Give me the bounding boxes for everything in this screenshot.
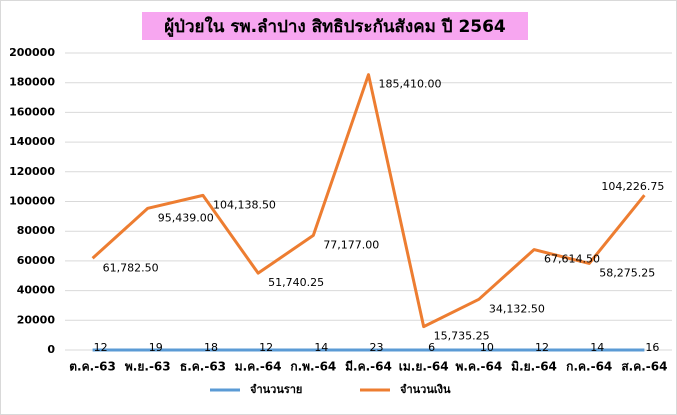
y-tick-label: 0 [47,343,55,356]
data-label: 6 [428,341,435,354]
x-tick-label: ส.ค.-64 [621,360,667,374]
data-label: 104,226.75 [601,180,664,193]
x-tick-label: พ.ย.-63 [125,360,171,374]
data-label: 14 [590,341,604,354]
data-label: 12 [259,341,273,354]
data-label: 15,735.25 [434,330,490,343]
series-line [91,73,646,329]
legend-label: จำนวนราย [250,383,302,396]
data-label: 12 [94,341,108,354]
y-tick-label: 40000 [17,284,56,297]
data-label: 12 [535,341,549,354]
y-tick-label: 160000 [9,105,55,118]
data-label: 23 [370,341,384,354]
data-label: 185,410.00 [379,78,442,91]
data-label: 18 [204,341,218,354]
y-tick-label: 180000 [9,76,55,89]
data-label: 58,275.25 [599,266,655,279]
data-label: 51,740.25 [268,276,324,289]
x-tick-label: ก.ค.-64 [566,360,612,374]
y-tick-label: 20000 [17,313,56,326]
data-label: 67,614.50 [544,253,600,266]
data-label: 34,132.50 [489,302,545,315]
y-tick-label: 60000 [17,254,56,267]
data-label: 61,782.50 [103,261,159,274]
x-tick-label: ก.พ.-64 [290,360,336,374]
data-label: 10 [480,341,494,354]
x-tick-label: ม.ค.-64 [235,360,282,374]
y-tick-label: 120000 [9,165,55,178]
data-label: 14 [314,341,328,354]
x-tick-label: เม.ย.-64 [399,360,449,374]
y-tick-label: 140000 [9,135,55,148]
y-tick-label: 100000 [9,195,55,208]
title-background [142,12,528,40]
data-label: 104,138.50 [213,198,276,211]
x-tick-label: พ.ค.-64 [455,360,502,374]
data-label: 77,177.00 [323,238,379,251]
y-tick-label: 200000 [9,46,55,59]
data-label: 95,439.00 [158,211,214,224]
y-tick-label: 80000 [17,224,56,237]
x-tick-label: มี.ค.-64 [345,360,392,374]
data-label: 16 [645,341,659,354]
chart-title: ผู้ป่วยใน รพ.ลำปาง สิทธิประกันสังคม ปี 2… [164,16,506,38]
x-tick-label: ต.ค.-63 [69,360,116,374]
x-tick-label: ธ.ค.-63 [180,360,226,374]
data-label: 19 [149,341,163,354]
x-tick-label: มิ.ย.-64 [511,360,557,374]
legend-label: จำนวนเงิน [400,383,451,396]
